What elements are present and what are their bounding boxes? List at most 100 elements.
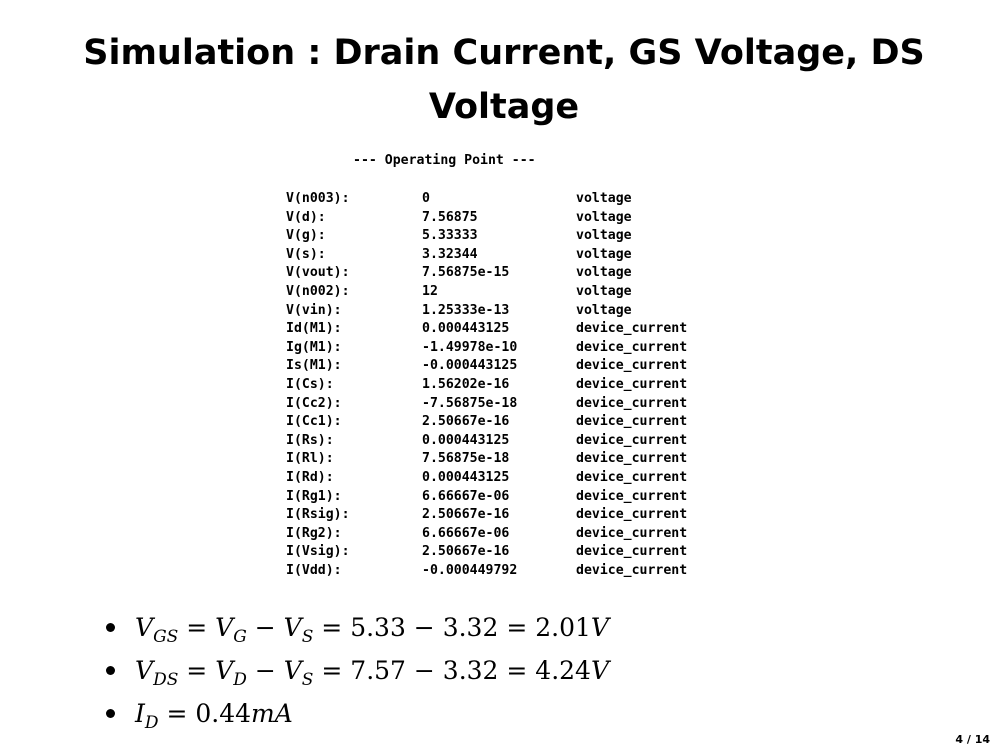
table-row: V(s): 3.32344 voltage [286, 246, 726, 265]
equation-bullet: ID = 0.44mA [105, 692, 609, 735]
equation-variable: V [135, 656, 154, 685]
table-row: I(Rg2): 6.66667e-06 device_current [286, 525, 726, 544]
node-value: 1.56202e-16 [422, 376, 510, 392]
node-name: I(Vsig): [286, 544, 350, 560]
node-value: 6.66667e-06 [422, 488, 510, 504]
node-type: device_current [576, 451, 688, 467]
node-value: 6.66667e-06 [422, 525, 510, 541]
node-name: V(vin): [286, 302, 342, 318]
node-type: device_current [576, 469, 688, 485]
node-name: I(Rg2): [286, 525, 342, 541]
table-row: Is(M1): -0.000443125 device_current [286, 357, 726, 376]
node-type: voltage [576, 191, 632, 206]
node-type: device_current [576, 358, 688, 374]
slide-title: Simulation : Drain Current, GS Voltage, … [83, 33, 925, 127]
node-type: voltage [576, 209, 632, 225]
node-name: I(Rg1): [286, 488, 342, 504]
equation-variable: I [135, 699, 145, 728]
node-type: device_current [576, 544, 688, 560]
equation-value: = 7.57 − 3.32 = 4.24 [313, 656, 591, 685]
equation-subscript: D [233, 670, 247, 690]
table-row: I(Rs): 0.000443125 device_current [286, 432, 726, 451]
equation-operator: − [246, 613, 284, 642]
node-name: I(Rs): [286, 432, 334, 448]
node-type: device_current [576, 562, 688, 578]
node-type: voltage [576, 265, 632, 281]
page-number: 4 / 14 [955, 733, 990, 746]
equation-variable: V [215, 656, 234, 685]
operating-point-heading: --- Operating Point --- [353, 153, 536, 168]
table-row: I(Cc1): 2.50667e-16 device_current [286, 413, 726, 432]
equation-subscript: D [144, 713, 159, 733]
table-row: I(Vsig): 2.50667e-16 device_current [286, 543, 726, 562]
node-name: V(d): [286, 209, 326, 225]
equation-unit: V [590, 613, 609, 642]
equation-operator: = [158, 699, 196, 728]
node-name: I(Rd): [286, 469, 334, 485]
operating-point-table: V(n003): 0 voltage V(d): 7.56875 voltage V(g):… [286, 190, 726, 580]
equation-bullet: VDS = VD − VS = 7.57 − 3.32 = 4.24V [105, 649, 609, 692]
node-value: 0.000443125 [422, 432, 510, 448]
table-row: I(Rsig): 2.50667e-16 device_current [286, 506, 726, 525]
node-name: Id(M1): [286, 321, 342, 337]
node-value: 2.50667e-16 [422, 414, 510, 430]
node-value: 2.50667e-16 [422, 544, 510, 560]
equation-variable: V [215, 613, 234, 642]
node-type: device_current [576, 414, 688, 430]
node-value: 0.000443125 [422, 469, 510, 485]
table-row: I(Rl): 7.56875e-18 device_current [286, 450, 726, 469]
table-row: V(n003): 0 voltage [286, 190, 726, 209]
node-name: I(Vdd): [286, 562, 342, 578]
equation-operator: − [246, 656, 284, 685]
node-type: device_current [576, 395, 688, 411]
node-name: V(s): [286, 246, 326, 262]
node-name: I(Rl): [286, 451, 334, 467]
table-row: Id(M1): 0.000443125 device_current [286, 320, 726, 339]
node-value: 5.33333 [422, 228, 478, 244]
table-row: V(vout): 7.56875e-15 voltage [286, 264, 726, 283]
equation-variable: V [283, 613, 302, 642]
node-type: device_current [576, 376, 688, 392]
node-type: device_current [576, 525, 688, 541]
table-row: V(n002): 12 voltage [286, 283, 726, 302]
node-name: I(Cc2): [286, 395, 342, 411]
node-value: -1.49978e-10 [422, 339, 518, 355]
node-type: device_current [576, 339, 688, 355]
node-name: Ig(M1): [286, 339, 342, 355]
table-row: I(Cc2): -7.56875e-18 device_current [286, 395, 726, 414]
equation-operator: = [178, 656, 216, 685]
node-type: voltage [576, 302, 632, 318]
node-type: voltage [576, 228, 632, 244]
equation-subscript: GS [153, 627, 179, 647]
bullet-dot [106, 623, 115, 632]
node-name: V(g): [286, 228, 326, 244]
equation-bullet: VGS = VG − VS = 5.33 − 3.32 = 2.01V [105, 606, 609, 649]
node-name: I(Rsig): [286, 507, 350, 523]
table-row: I(Vdd): -0.000449792 device_current [286, 562, 726, 581]
node-type: voltage [576, 246, 632, 262]
node-value: 2.50667e-16 [422, 507, 510, 523]
bullet-dot [106, 666, 115, 675]
node-value: -7.56875e-18 [422, 395, 518, 411]
node-type: device_current [576, 321, 688, 337]
node-value: 7.56875e-15 [422, 265, 510, 281]
equation-unit: mA [251, 699, 293, 728]
table-row: I(Rd): 0.000443125 device_current [286, 469, 726, 488]
bullet-dot [106, 709, 115, 718]
node-name: V(n002): [286, 283, 350, 299]
node-value: 1.25333e-13 [422, 302, 510, 318]
node-name: Is(M1): [286, 358, 342, 374]
equation-subscript: DS [153, 670, 179, 690]
equation-variable: V [283, 656, 302, 685]
node-value: 7.56875e-18 [422, 451, 510, 467]
node-value: 7.56875 [422, 209, 478, 225]
table-row: V(g): 5.33333 voltage [286, 227, 726, 246]
table-row: I(Cs): 1.56202e-16 device_current [286, 376, 726, 395]
equation-subscript: S [301, 670, 314, 690]
equation-subscript: G [233, 627, 247, 647]
node-type: device_current [576, 432, 688, 448]
bullet-list: VGS = VG − VS = 5.33 − 3.32 = 2.01V VDS =… [105, 606, 609, 735]
equation-subscript: S [301, 627, 314, 647]
equation-value: 0.44 [195, 699, 252, 728]
table-row: V(vin): 1.25333e-13 voltage [286, 302, 726, 321]
